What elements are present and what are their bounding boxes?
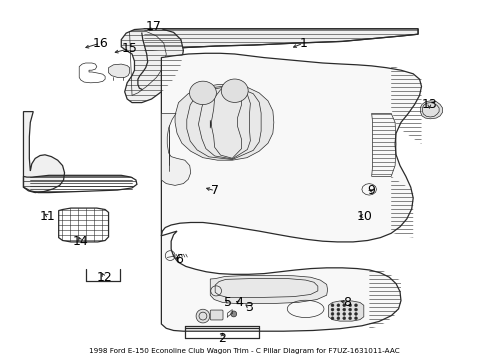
Circle shape (336, 304, 339, 307)
Circle shape (336, 308, 339, 311)
Text: 1: 1 (299, 37, 306, 50)
Polygon shape (175, 85, 273, 160)
Polygon shape (210, 275, 327, 303)
Circle shape (342, 304, 345, 307)
Circle shape (354, 317, 357, 320)
Text: 7: 7 (211, 184, 219, 197)
Polygon shape (161, 53, 421, 242)
Text: 10: 10 (356, 210, 371, 222)
Text: 13: 13 (421, 98, 436, 111)
Text: 12: 12 (96, 271, 112, 284)
Text: 2: 2 (218, 332, 226, 345)
Ellipse shape (221, 79, 248, 102)
Circle shape (348, 317, 351, 320)
Circle shape (342, 317, 345, 320)
Polygon shape (420, 101, 442, 119)
Circle shape (354, 304, 357, 307)
Text: 1998 Ford E-150 Econoline Club Wagon Trim - C Pillar Diagram for F7UZ-1631011-AA: 1998 Ford E-150 Econoline Club Wagon Tri… (89, 348, 399, 354)
Circle shape (336, 317, 339, 320)
Circle shape (330, 308, 333, 311)
Text: 4: 4 (235, 296, 243, 309)
Circle shape (330, 304, 333, 307)
Text: 17: 17 (146, 21, 162, 33)
Circle shape (196, 309, 209, 323)
Circle shape (342, 312, 345, 315)
Circle shape (336, 312, 339, 315)
Text: 15: 15 (122, 42, 137, 55)
Text: 9: 9 (367, 184, 375, 197)
FancyBboxPatch shape (210, 310, 223, 320)
Circle shape (330, 317, 333, 320)
Polygon shape (23, 112, 64, 193)
Polygon shape (108, 64, 129, 77)
Circle shape (348, 304, 351, 307)
Circle shape (348, 312, 351, 315)
Circle shape (330, 312, 333, 315)
Polygon shape (161, 113, 190, 185)
Text: 16: 16 (92, 37, 108, 50)
Circle shape (354, 308, 357, 311)
Text: 11: 11 (40, 210, 56, 222)
Text: 6: 6 (175, 253, 183, 266)
Text: 8: 8 (343, 296, 350, 309)
Polygon shape (328, 301, 363, 321)
Text: 14: 14 (73, 235, 88, 248)
Ellipse shape (189, 81, 216, 104)
Polygon shape (161, 231, 400, 331)
Text: 3: 3 (245, 301, 253, 314)
Polygon shape (121, 29, 183, 103)
Text: 5: 5 (224, 296, 232, 309)
Polygon shape (144, 29, 417, 52)
Circle shape (342, 308, 345, 311)
Circle shape (354, 312, 357, 315)
Circle shape (230, 311, 236, 317)
Circle shape (348, 308, 351, 311)
